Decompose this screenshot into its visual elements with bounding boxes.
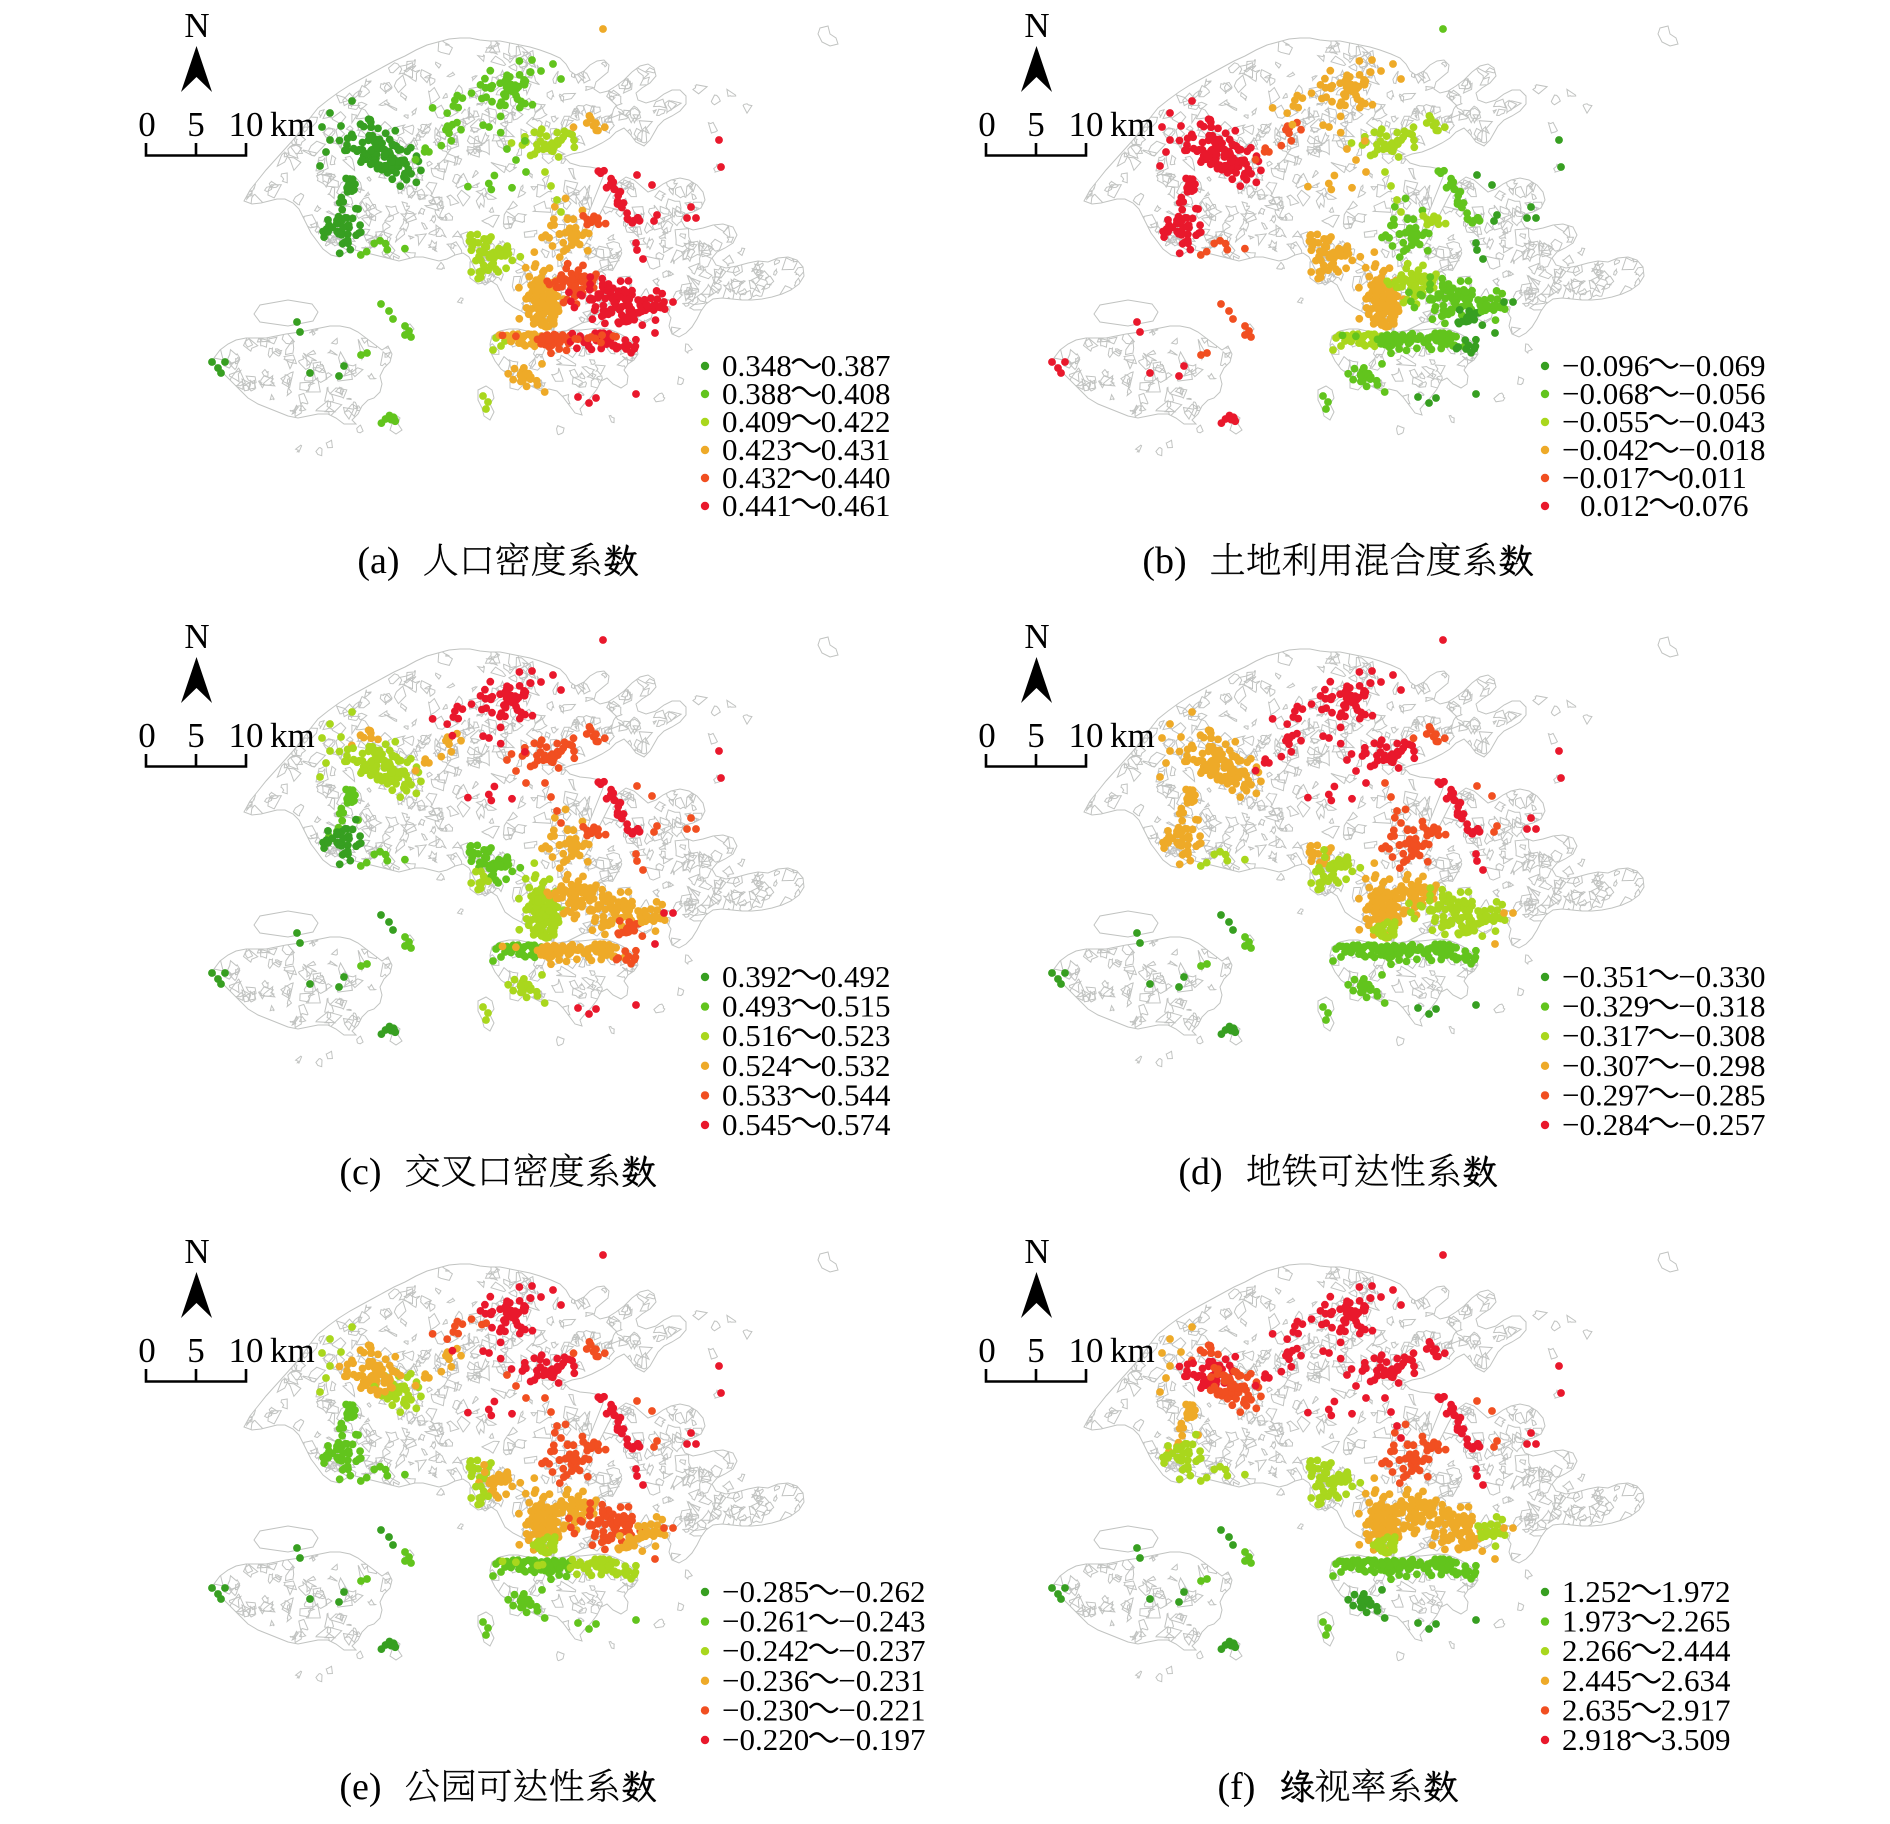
svg-text:0.431: 0.431: [821, 432, 891, 467]
svg-text:−0.056: −0.056: [1678, 376, 1765, 411]
svg-text:−0.017: −0.017: [1562, 460, 1649, 495]
svg-text:0.524: 0.524: [722, 1048, 792, 1083]
svg-text:−0.308: −0.308: [1678, 1018, 1765, 1053]
svg-text:−0.329: −0.329: [1562, 989, 1649, 1024]
svg-text:2.917: 2.917: [1661, 1692, 1731, 1727]
svg-text:−0.096: −0.096: [1562, 348, 1649, 383]
svg-text:−0.069: −0.069: [1678, 348, 1765, 383]
svg-text:0.493: 0.493: [722, 989, 792, 1024]
svg-text:0.516: 0.516: [722, 1018, 792, 1053]
svg-text:0.387: 0.387: [821, 348, 891, 383]
svg-text:0.533: 0.533: [722, 1077, 792, 1112]
svg-text:0.515: 0.515: [821, 989, 891, 1024]
svg-text:0.532: 0.532: [821, 1048, 891, 1083]
svg-text:3.509: 3.509: [1661, 1722, 1731, 1757]
svg-text:0.348: 0.348: [722, 348, 792, 383]
svg-text:2.634: 2.634: [1661, 1663, 1731, 1698]
svg-text:2.918: 2.918: [1562, 1722, 1632, 1757]
svg-text:2.635: 2.635: [1562, 1692, 1632, 1727]
svg-text:0.423: 0.423: [722, 432, 792, 467]
svg-text:−0.317: −0.317: [1562, 1018, 1649, 1053]
svg-text:−0.055: −0.055: [1562, 404, 1649, 439]
svg-text:−0.262: −0.262: [838, 1574, 925, 1609]
svg-text:0.388: 0.388: [722, 376, 792, 411]
svg-text:−0.236: −0.236: [722, 1663, 809, 1698]
svg-text:0.076: 0.076: [1679, 488, 1749, 523]
svg-text:2.266: 2.266: [1562, 1633, 1632, 1668]
svg-text:−0.330: −0.330: [1678, 959, 1765, 994]
svg-text:0.461: 0.461: [821, 488, 891, 523]
svg-text:−0.318: −0.318: [1678, 989, 1765, 1024]
svg-text:2.445: 2.445: [1562, 1663, 1632, 1698]
svg-text:0.441: 0.441: [722, 488, 792, 523]
svg-text:−0.043: −0.043: [1678, 404, 1765, 439]
svg-text:−0.197: −0.197: [838, 1722, 925, 1757]
svg-text:(d): (d): [1178, 1151, 1222, 1193]
svg-text:−0.297: −0.297: [1562, 1077, 1649, 1112]
svg-text:−0.243: −0.243: [838, 1604, 925, 1639]
svg-text:(e): (e): [339, 1766, 381, 1808]
svg-text:−0.242: −0.242: [722, 1633, 809, 1668]
svg-text:0.409: 0.409: [722, 404, 792, 439]
svg-text:−0.068: −0.068: [1562, 376, 1649, 411]
svg-text:2.265: 2.265: [1661, 1604, 1731, 1639]
svg-text:−0.261: −0.261: [722, 1604, 809, 1639]
svg-text:−0.018: −0.018: [1678, 432, 1765, 467]
svg-text:−0.285: −0.285: [1678, 1077, 1765, 1112]
svg-text:−0.237: −0.237: [838, 1633, 925, 1668]
svg-text:0.011: 0.011: [1678, 460, 1747, 495]
svg-text:2.444: 2.444: [1661, 1633, 1731, 1668]
svg-text:−0.285: −0.285: [722, 1574, 809, 1609]
svg-text:−0.307: −0.307: [1562, 1048, 1649, 1083]
svg-text:−0.231: −0.231: [838, 1663, 925, 1698]
svg-text:0.492: 0.492: [821, 959, 891, 994]
svg-text:0.392: 0.392: [722, 959, 792, 994]
svg-text:−0.042: −0.042: [1562, 432, 1649, 467]
svg-text:−0.298: −0.298: [1678, 1048, 1765, 1083]
svg-text:(b): (b): [1142, 540, 1186, 582]
svg-text:0.432: 0.432: [722, 460, 792, 495]
svg-text:1.972: 1.972: [1661, 1574, 1731, 1609]
svg-text:−0.284: −0.284: [1562, 1107, 1650, 1142]
svg-text:(a): (a): [357, 540, 399, 582]
svg-text:1.973: 1.973: [1562, 1604, 1632, 1639]
svg-text:0.440: 0.440: [821, 460, 891, 495]
svg-text:0.012: 0.012: [1580, 488, 1650, 523]
svg-text:−0.351: −0.351: [1562, 959, 1649, 994]
svg-text:0.544: 0.544: [821, 1077, 891, 1112]
svg-text:(c): (c): [339, 1151, 381, 1193]
svg-text:−0.221: −0.221: [838, 1692, 925, 1727]
svg-text:(f): (f): [1217, 1766, 1255, 1808]
svg-text:−0.230: −0.230: [722, 1692, 809, 1727]
svg-text:0.523: 0.523: [821, 1018, 891, 1053]
svg-text:−0.220: −0.220: [722, 1722, 809, 1757]
svg-text:0.574: 0.574: [821, 1107, 891, 1142]
svg-text:0.422: 0.422: [821, 404, 891, 439]
svg-text:0.545: 0.545: [722, 1107, 792, 1142]
svg-text:0.408: 0.408: [821, 376, 891, 411]
svg-text:1.252: 1.252: [1562, 1574, 1632, 1609]
svg-text:−0.257: −0.257: [1678, 1107, 1765, 1142]
